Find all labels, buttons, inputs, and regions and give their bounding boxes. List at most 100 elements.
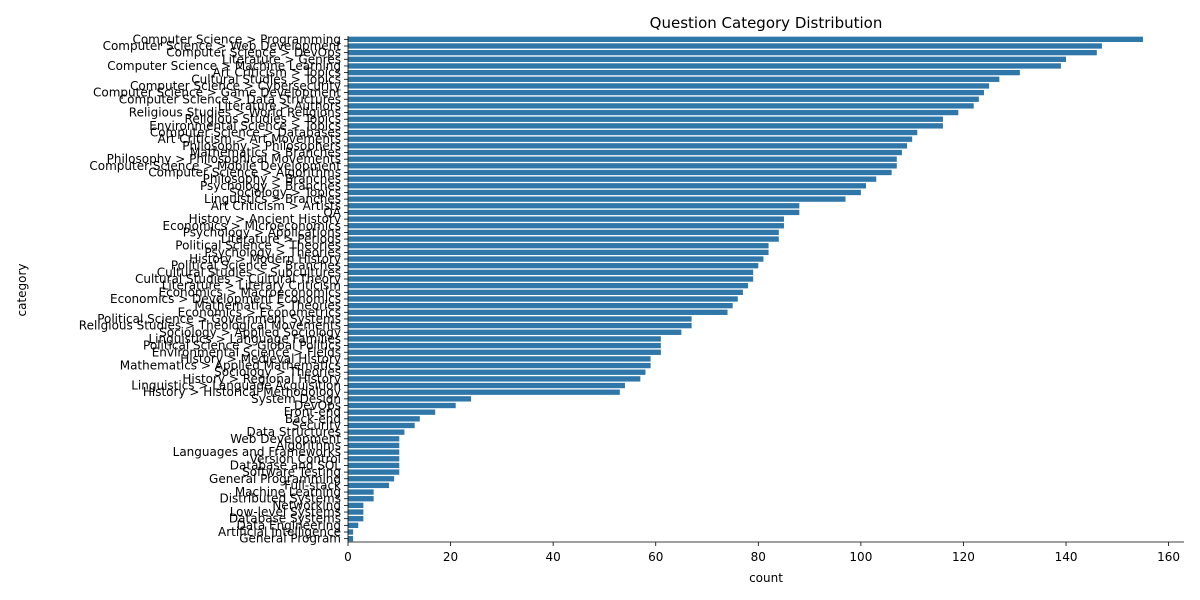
category-label: Philosophy > Branches <box>203 172 341 186</box>
category-label: Philosophy > Philosophers <box>182 139 341 153</box>
category-label: Algorithms <box>276 438 341 452</box>
bar <box>348 276 754 282</box>
category-label: Cultural Studies > Cultural Theory <box>135 272 341 286</box>
x-tick-label: 40 <box>546 550 561 564</box>
category-label: Security <box>292 418 341 432</box>
category-label: General Program <box>239 532 341 546</box>
bar <box>348 342 661 349</box>
category-label: Literature > Genres <box>222 52 341 66</box>
bar <box>348 536 354 542</box>
bar <box>348 116 943 122</box>
bar <box>348 436 400 442</box>
bar <box>348 136 913 142</box>
bar <box>348 489 374 495</box>
category-label: Networking <box>272 498 341 512</box>
category-label: Sociology > Theories <box>214 365 341 379</box>
category-label: Cultural Studies > Topics <box>191 72 341 86</box>
bar <box>348 229 779 236</box>
category-label: History > Medieval History <box>180 352 341 366</box>
category-label: Computer Science > Mobile Development <box>89 159 341 173</box>
bar <box>348 409 436 415</box>
bar <box>348 289 743 295</box>
bar <box>348 169 892 176</box>
category-label: Artificial Intelligence <box>218 525 341 539</box>
bar <box>348 36 1143 42</box>
category-label: Back-end <box>285 412 341 426</box>
category-label: Computer Science > Game Development <box>93 86 341 100</box>
bar <box>348 123 943 129</box>
bar <box>348 349 661 355</box>
category-label: Computer Science > Algorithms <box>148 165 341 179</box>
bar <box>348 209 800 216</box>
category-label: Mathematics > Applied Mathematics <box>120 359 341 373</box>
category-label: History > Regional History <box>182 372 341 386</box>
bar <box>348 422 415 429</box>
category-label: Art Criticism > Topics <box>213 66 341 80</box>
bar <box>348 309 728 315</box>
category-label: Environmental Science > Topics <box>149 119 341 133</box>
category-label: Computer Science > DevOps <box>166 46 341 60</box>
bar <box>348 109 959 116</box>
category-label: Version Control <box>250 452 341 466</box>
bar <box>348 269 754 276</box>
bar <box>348 389 620 395</box>
bar <box>348 129 918 136</box>
bar <box>348 482 390 489</box>
category-label: Cultural Studies > Subcultures <box>157 265 341 279</box>
category-label: Economics > Econometrics <box>178 305 341 319</box>
bar <box>348 522 359 529</box>
bar <box>348 336 661 342</box>
bar <box>348 283 749 289</box>
bar <box>348 469 400 475</box>
category-label: Political Science > Government Systems <box>97 312 341 326</box>
x-axis-ticks-group: 0 20 40 60 80 100 120 140 160 <box>344 542 1180 564</box>
category-label: Religious Studies > World Religions <box>129 106 341 120</box>
x-tick-label: 140 <box>1055 550 1078 564</box>
x-tick-label: 60 <box>648 550 663 564</box>
category-label: Data Engineering <box>237 518 341 532</box>
category-label: Literature > Authors <box>218 99 341 113</box>
category-label: Low-level Systems <box>230 505 341 519</box>
chart-title: Question Category Distribution <box>650 14 883 32</box>
bar <box>348 249 769 256</box>
bar <box>348 43 1102 49</box>
bar <box>348 362 651 369</box>
x-tick-label: 20 <box>443 550 458 564</box>
bar <box>348 416 420 422</box>
bar <box>348 263 759 269</box>
category-label: QA <box>323 205 341 219</box>
category-label: Linguistics > Branches <box>204 192 341 206</box>
category-label: Economics > Microeconomics <box>163 219 341 233</box>
bar <box>348 502 364 509</box>
bar <box>348 176 877 182</box>
category-label: Front-end <box>284 405 341 419</box>
category-label: Database Systems <box>229 512 341 526</box>
category-label: Distributed Systems <box>219 492 341 506</box>
category-label: Sociology > Topics <box>229 185 341 199</box>
bar <box>348 402 456 409</box>
bar <box>348 203 800 209</box>
bar <box>348 183 867 189</box>
category-label: Data Structures <box>246 425 341 439</box>
bar <box>348 429 405 435</box>
y-axis-label: category <box>15 263 29 316</box>
category-label: History > Historical Methodology <box>143 385 341 399</box>
bar <box>348 516 364 522</box>
category-label: Economics > Macroeconomics <box>159 285 341 299</box>
bar <box>348 382 625 389</box>
category-label: Computer Science > Cybersecurity <box>130 79 341 93</box>
bar <box>348 456 400 462</box>
category-label: Psychology > Theories <box>204 245 341 259</box>
category-label: Database and SQL <box>230 458 342 472</box>
bar <box>348 69 1020 76</box>
bars-group <box>348 36 1143 542</box>
category-label: Political Science > Branches <box>171 259 341 273</box>
bar <box>348 196 846 202</box>
bar <box>348 76 1000 82</box>
category-label: Philosophy > Philosophical Movements <box>107 152 341 166</box>
bar <box>348 89 984 96</box>
category-label: Machine Learning <box>235 485 341 499</box>
bar <box>348 63 1061 69</box>
category-label: System Design <box>251 392 341 406</box>
